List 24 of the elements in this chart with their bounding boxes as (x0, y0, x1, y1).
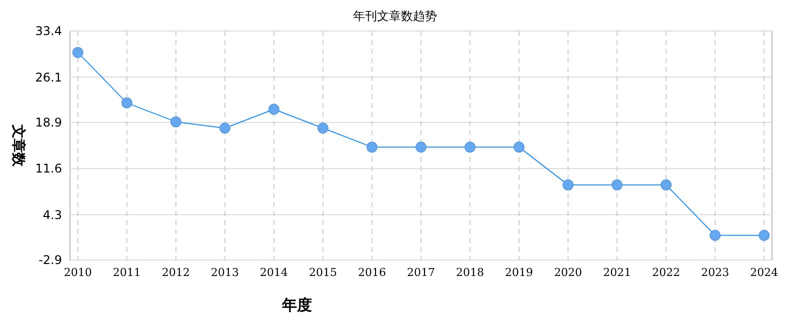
x-tick-label: 2016 (358, 266, 386, 279)
y-tick-label: 18.9 (35, 116, 62, 130)
x-tick-label: 2012 (162, 266, 190, 279)
chart-title: 年刊文章数趋势 (353, 9, 437, 23)
x-tick-label: 2019 (505, 266, 534, 279)
y-tick-label: 33.4 (35, 24, 62, 38)
x-tick-label: 2018 (456, 266, 484, 279)
y-tick-label: 26.1 (35, 70, 62, 84)
x-tick-label: 2015 (308, 266, 337, 279)
x-tick-label: 2023 (701, 266, 730, 279)
y-tick-label: 11.6 (35, 162, 62, 176)
x-tick-label: 2014 (260, 266, 288, 279)
x-tick-label: 2013 (210, 266, 239, 279)
x-axis-title: 年度 (281, 296, 312, 314)
y-tick-label: -2.9 (38, 253, 62, 268)
x-tick-label: 2011 (112, 266, 141, 279)
x-tick-label: 2022 (652, 266, 680, 279)
x-tick-label: 2020 (554, 266, 582, 279)
x-tick-label: 2024 (750, 266, 778, 279)
x-tick-label: 2017 (407, 266, 435, 279)
x-tick-label: 2021 (603, 266, 632, 279)
x-tick-label: 2010 (64, 266, 92, 279)
y-axis-title: 文章数 (10, 124, 27, 168)
y-tick-label: 4.3 (42, 208, 62, 222)
